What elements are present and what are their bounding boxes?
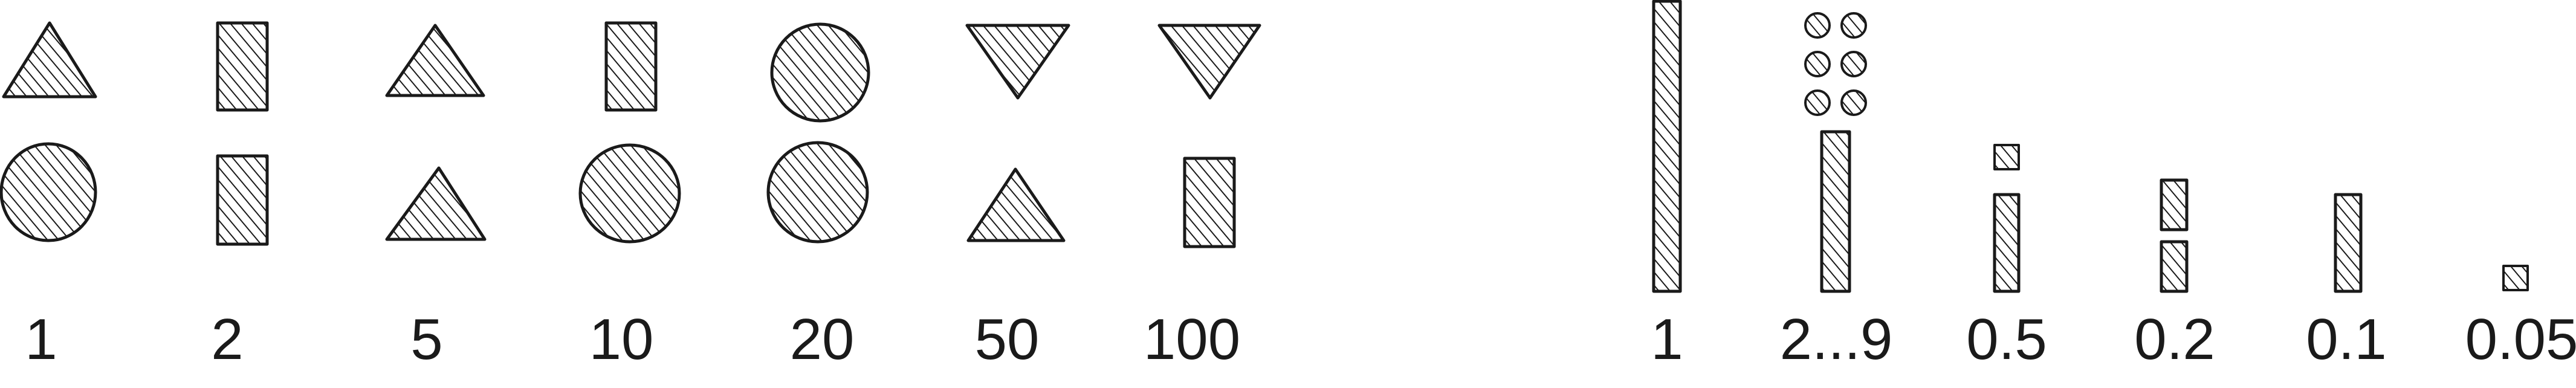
rectangle-icon bbox=[216, 21, 269, 112]
triangle-up-icon bbox=[385, 166, 487, 241]
label-10: 10 bbox=[589, 307, 654, 372]
triangle-up-icon bbox=[2, 21, 97, 99]
dot-icon bbox=[1840, 89, 1867, 116]
triangle-down-icon bbox=[1157, 24, 1261, 100]
triangle-down-icon bbox=[965, 24, 1070, 100]
circle-icon bbox=[578, 143, 681, 244]
dot-icon bbox=[1804, 12, 1831, 39]
label-100: 100 bbox=[1144, 307, 1240, 372]
rectangle-icon bbox=[216, 154, 269, 246]
bar-segment-icon bbox=[2160, 240, 2189, 293]
circle-icon bbox=[0, 142, 97, 242]
split-bar-icon bbox=[2160, 178, 2189, 293]
circle-icon bbox=[770, 22, 870, 123]
label-50: 50 bbox=[975, 307, 1040, 372]
short-bar-icon bbox=[2334, 193, 2363, 293]
right-glyph-group bbox=[1652, 0, 2529, 293]
label-20: 20 bbox=[790, 307, 855, 372]
label-1-right: 1 bbox=[1651, 307, 1683, 372]
dots-over-bar-icon bbox=[1804, 12, 1867, 293]
label-2: 2 bbox=[211, 307, 243, 372]
triangle-up-icon bbox=[385, 24, 485, 97]
label-0-5: 0.5 bbox=[1966, 307, 2047, 372]
right-labels: 1 2...9 0.5 0.2 0.1 0.05 bbox=[1651, 307, 2576, 372]
bar-segment-icon bbox=[2160, 178, 2189, 231]
label-1: 1 bbox=[25, 307, 57, 372]
small-square-icon bbox=[2502, 265, 2529, 291]
label-0-1: 0.1 bbox=[2306, 307, 2386, 372]
bar-icon bbox=[1820, 130, 1851, 293]
square-over-bar-icon bbox=[1993, 144, 2021, 293]
rectangle-icon bbox=[1183, 157, 1236, 248]
square-icon bbox=[1993, 144, 2020, 170]
triangle-up-icon bbox=[966, 167, 1066, 242]
dot-icon bbox=[1804, 51, 1831, 77]
tall-bar-icon bbox=[1652, 0, 1682, 293]
left-glyph-group bbox=[0, 21, 1261, 248]
bar-icon bbox=[1993, 193, 2021, 293]
label-0-2: 0.2 bbox=[2134, 307, 2215, 372]
label-2-9: 2...9 bbox=[1780, 307, 1893, 372]
label-0-05: 0.05 bbox=[2465, 307, 2576, 372]
dot-icon bbox=[1804, 89, 1831, 116]
dot-icon bbox=[1840, 51, 1867, 77]
rectangle-icon bbox=[604, 21, 658, 112]
dot-icon bbox=[1840, 12, 1867, 39]
left-labels: 1 2 5 10 20 50 100 bbox=[25, 307, 1240, 372]
label-5: 5 bbox=[410, 307, 442, 372]
circle-icon bbox=[766, 141, 869, 244]
